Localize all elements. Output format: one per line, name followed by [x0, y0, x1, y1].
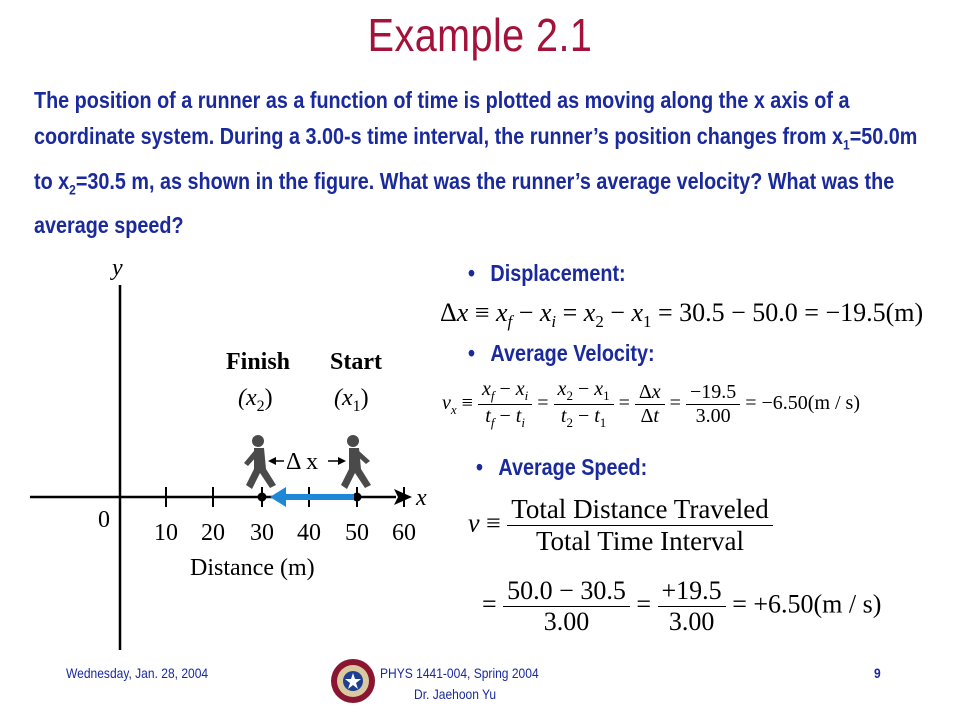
- runner-position-figure: y x 0 10 20 30 40 50 60 Distance (m) Fin…: [30, 255, 427, 650]
- bullet-average-speed: • Average Speed:: [476, 454, 648, 480]
- origin-label: 0: [98, 507, 110, 533]
- tick-label-20: 20: [201, 520, 225, 546]
- axis-title: Distance (m): [190, 555, 315, 581]
- start-runner-icon: [341, 435, 371, 489]
- y-axis-label: y: [110, 255, 123, 281]
- speed-definition: v ≡ Total Distance Traveled Total Time In…: [468, 494, 773, 557]
- displacement-equation: Δx ≡ xf − xi = x2 − x1 = 30.5 − 50.0 = −…: [440, 298, 924, 332]
- finish-var: (x2): [238, 385, 273, 415]
- tick-label-50: 50: [345, 520, 369, 546]
- displacement-arrowhead: [270, 487, 286, 507]
- university-seal-icon: [331, 659, 375, 703]
- start-var: (x1): [334, 385, 369, 415]
- tick-label-60: 60: [392, 520, 416, 546]
- tick-label-40: 40: [297, 520, 321, 546]
- finish-label: Finish: [226, 349, 290, 375]
- tick-label-10: 10: [154, 520, 178, 546]
- problem-statement: The position of a runner as a function o…: [34, 87, 918, 239]
- speed-calculation: = 50.0 − 30.5 3.00 = +19.5 3.00 = +6.50(m …: [482, 576, 882, 636]
- velocity-equation: vx ≡ xf − xi tf − ti = x2 − x1 t2 − t1 = Δ…: [442, 378, 860, 430]
- footer-course: PHYS 1441-004, Spring 2004: [380, 665, 539, 681]
- page-number: 9: [874, 665, 881, 681]
- bullet-average-velocity: • Average Velocity:: [468, 340, 655, 366]
- tick-label-30: 30: [250, 520, 274, 546]
- x-axis-label: x: [415, 485, 427, 511]
- start-label: Start: [330, 349, 382, 375]
- finish-runner-icon: [244, 435, 276, 489]
- start-point: [352, 492, 362, 502]
- footer-instructor: Dr. Jaehoon Yu: [414, 686, 497, 702]
- bullet-displacement: • Displacement:: [468, 260, 626, 286]
- delta-x-label: Δ x: [286, 449, 318, 475]
- slide-title: Example 2.1: [367, 9, 593, 61]
- finish-point: [257, 492, 267, 502]
- footer-date: Wednesday, Jan. 28, 2004: [66, 665, 209, 681]
